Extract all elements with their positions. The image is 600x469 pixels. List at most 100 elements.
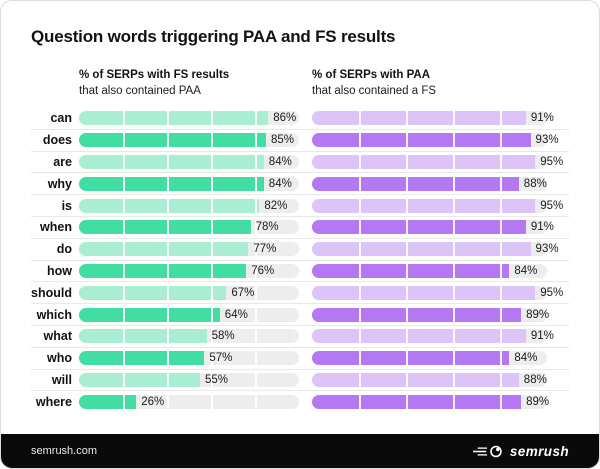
fs-bar-fill xyxy=(79,111,269,126)
segment-divider xyxy=(255,351,257,366)
fs-bar-fill xyxy=(79,155,264,170)
paa-bar-track: 95% xyxy=(312,198,563,213)
segment-divider xyxy=(406,111,408,126)
segment-divider xyxy=(359,329,361,344)
paa-bar-cell: 95% xyxy=(312,198,571,213)
paa-bar-track: 88% xyxy=(312,176,547,191)
paa-bar-track: 84% xyxy=(312,351,547,366)
fs-value-label: 26% xyxy=(141,396,165,409)
fs-bar-fill xyxy=(79,329,207,344)
segment-divider xyxy=(500,372,502,387)
paa-bar-fill xyxy=(312,242,531,257)
segment-divider xyxy=(123,198,125,213)
segment-divider xyxy=(406,220,408,235)
segment-divider xyxy=(167,307,169,322)
fs-bar-fill xyxy=(79,372,200,387)
segment-divider xyxy=(500,329,502,344)
paa-bar-fill xyxy=(312,198,536,213)
paa-bar-track: 93% xyxy=(312,133,559,148)
segment-divider xyxy=(123,351,125,366)
paa-bar-fill xyxy=(312,351,510,366)
fs-value-label: 82% xyxy=(264,199,288,212)
segment-divider xyxy=(255,155,257,170)
segment-divider xyxy=(359,395,361,410)
row-label: when xyxy=(40,220,72,235)
segment-divider xyxy=(453,220,455,235)
table-row: is 82% 95% xyxy=(31,195,571,218)
segment-divider xyxy=(453,372,455,387)
segment-divider xyxy=(500,133,502,148)
fs-bar-track: 85% xyxy=(79,133,299,148)
segment-divider xyxy=(123,242,125,257)
footer-bar: semrush.com semrush xyxy=(1,434,599,468)
row-label: which xyxy=(36,307,72,322)
segment-divider xyxy=(211,176,213,191)
right-header-sub: that also contained a FS xyxy=(312,84,437,97)
paa-value-label: 89% xyxy=(526,396,550,409)
fs-bar-fill xyxy=(79,351,205,366)
segment-divider xyxy=(359,111,361,126)
table-row: do 77% 93% xyxy=(31,239,569,261)
table-row: what 58% 91% xyxy=(31,326,569,348)
segment-divider xyxy=(123,155,125,170)
fs-value-label: 86% xyxy=(273,112,297,125)
segment-divider xyxy=(500,264,502,278)
segment-divider xyxy=(211,220,213,235)
segment-divider xyxy=(123,133,125,148)
right-column-header: % of SERPs with PAA that also contained … xyxy=(312,68,571,99)
paa-bar-cell: 91% xyxy=(312,111,571,126)
semrush-logo: semrush xyxy=(472,444,569,459)
fs-bar-fill xyxy=(79,307,220,322)
table-row: will 55% 88% xyxy=(31,370,569,392)
table-row: how 76% 84% xyxy=(31,261,569,283)
fs-bar-track: 84% xyxy=(79,155,299,170)
segment-divider xyxy=(211,395,213,410)
left-column-header: % of SERPs with FS results that also con… xyxy=(79,68,299,99)
row-label: do xyxy=(56,242,72,257)
fs-bar-track: 26% xyxy=(79,395,299,410)
paa-bar-fill xyxy=(312,395,522,410)
table-row: where 26% 89% xyxy=(31,391,569,413)
fs-value-label: 76% xyxy=(251,265,275,277)
segment-divider xyxy=(255,329,257,344)
segment-divider xyxy=(453,198,455,213)
segment-divider xyxy=(255,176,257,191)
segment-divider xyxy=(500,155,502,170)
segment-divider xyxy=(406,372,408,387)
paa-bar-track: 91% xyxy=(312,329,554,344)
segment-divider xyxy=(167,264,169,278)
segment-divider xyxy=(123,372,125,387)
segment-divider xyxy=(500,176,502,191)
fs-value-label: 77% xyxy=(253,243,277,256)
segment-divider xyxy=(255,264,257,278)
paa-bar-track: 88% xyxy=(312,372,547,387)
paa-bar-cell: 84% xyxy=(312,264,571,278)
table-row: who 57% 84% xyxy=(31,348,569,370)
fs-value-label: 85% xyxy=(271,134,295,147)
segment-divider xyxy=(359,220,361,235)
semrush-swoosh-icon xyxy=(472,445,502,457)
segment-divider xyxy=(406,198,408,213)
paa-bar-cell: 93% xyxy=(312,133,571,148)
segment-divider xyxy=(123,220,125,235)
segment-divider xyxy=(406,307,408,322)
paa-value-label: 89% xyxy=(526,308,550,321)
fs-bar-track: 82% xyxy=(79,198,299,213)
paa-bar-fill xyxy=(312,264,510,278)
paa-bar-cell: 91% xyxy=(312,220,571,235)
paa-value-label: 88% xyxy=(523,177,547,190)
paa-bar-track: 91% xyxy=(312,111,554,126)
segment-divider xyxy=(211,111,213,126)
segment-divider xyxy=(500,285,502,300)
segment-divider xyxy=(359,155,361,170)
paa-bar-cell: 89% xyxy=(312,395,571,410)
segment-divider xyxy=(453,285,455,300)
segment-divider xyxy=(255,198,257,213)
paa-value-label: 84% xyxy=(514,265,538,277)
paa-value-label: 91% xyxy=(530,330,554,343)
table-row: are 84% 95% xyxy=(31,152,569,174)
fs-bar-fill xyxy=(79,133,266,148)
segment-divider xyxy=(167,372,169,387)
segment-divider xyxy=(123,111,125,126)
segment-divider xyxy=(500,307,502,322)
